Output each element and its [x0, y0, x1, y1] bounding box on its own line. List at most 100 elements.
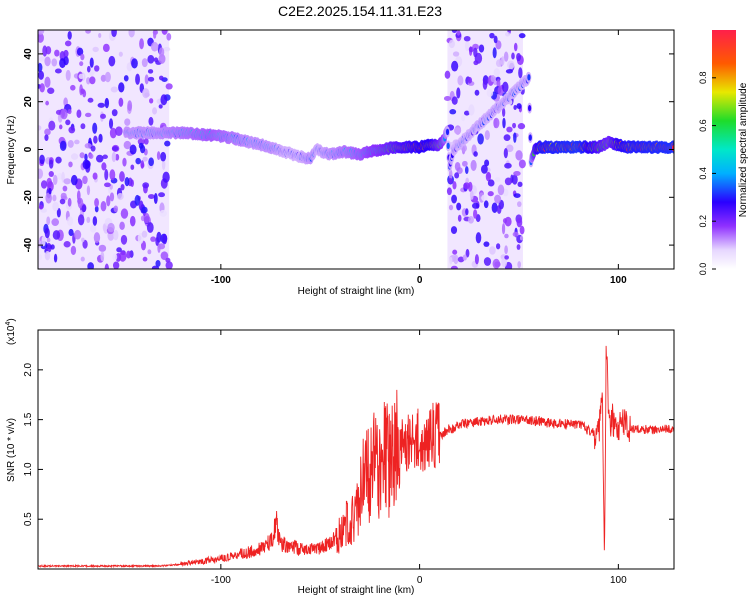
noise-blob: [66, 216, 74, 226]
noise-blob: [463, 182, 471, 190]
noise-blob: [516, 103, 522, 109]
noise-blob: [111, 151, 117, 163]
noise-blob: [449, 256, 453, 265]
noise-blob: [139, 144, 146, 154]
noise-blob: [502, 107, 506, 118]
noise-blob: [89, 71, 94, 77]
noise-blob: [148, 157, 154, 167]
noise-blob: [449, 109, 457, 115]
noise-blob: [453, 254, 459, 265]
colorbar-tick-label: 0.0: [698, 263, 708, 276]
snr-multiplier-close: ): [6, 318, 17, 321]
noise-blob: [55, 156, 62, 164]
colorbar-ticks: 0.0 0.2 0.4 0.6 0.8: [698, 72, 716, 276]
noise-blob: [102, 154, 108, 159]
noise-blob: [93, 232, 101, 244]
noise-blob: [516, 52, 522, 62]
noise-blob: [67, 140, 74, 148]
snr-line: [38, 345, 674, 569]
noise-blob: [502, 81, 509, 93]
noise-blob: [123, 140, 132, 150]
noise-blob: [159, 75, 164, 81]
noise-blob: [68, 161, 73, 168]
noise-blob: [165, 261, 173, 269]
noise-blob: [487, 191, 494, 197]
noise-blob: [149, 98, 154, 104]
noise-blob: [493, 118, 497, 129]
noise-blob: [450, 226, 458, 234]
noise-blob: [100, 113, 106, 119]
noise-blob: [512, 122, 517, 129]
noise-blob: [147, 76, 155, 82]
snr-y-label: SNR (10 * v/v): [6, 418, 17, 482]
noise-blob: [109, 192, 115, 202]
noise-blob: [516, 244, 521, 250]
noise-blob: [39, 154, 45, 165]
noise-blob: [512, 231, 519, 237]
colorbar-tick-label: 0.2: [698, 215, 708, 228]
noise-blob: [118, 51, 123, 57]
noise-blob: [104, 263, 109, 269]
noise-blob: [517, 181, 523, 188]
noise-blob: [465, 248, 470, 258]
noise-blob: [142, 156, 148, 162]
noise-blob: [452, 249, 458, 255]
noise-blob: [147, 249, 152, 255]
noise-blob: [123, 75, 129, 82]
noise-blob: [92, 216, 98, 226]
noise-blob: [504, 255, 509, 260]
noise-blob: [89, 76, 96, 85]
x-tick-label: 0: [417, 275, 423, 286]
noise-blob: [519, 225, 525, 235]
noise-blob: [503, 51, 509, 62]
noise-blob: [44, 76, 51, 88]
noise-blob: [85, 112, 92, 118]
noise-blob: [513, 105, 517, 110]
noise-blob: [63, 241, 71, 248]
noise-blob: [473, 151, 478, 157]
noise-blob: [453, 127, 462, 135]
noise-blob: [59, 198, 66, 205]
noise-blob: [462, 254, 467, 261]
noise-blob: [44, 56, 51, 67]
noise-blob: [104, 169, 109, 181]
noise-blob: [54, 68, 62, 74]
noise-blob: [457, 256, 465, 263]
noise-blob: [94, 65, 100, 72]
noise-blob: [464, 166, 469, 174]
noise-blob: [104, 182, 111, 188]
spectrogram-panel: -100 0 100 -40 -20 0 20 40 Height of straight …: [6, 29, 675, 297]
noise-blob: [38, 32, 44, 43]
noise-blob: [40, 208, 47, 213]
noise-blob: [92, 172, 98, 180]
noise-blob: [464, 110, 470, 116]
noise-blob: [116, 247, 122, 253]
noise-blob: [87, 97, 94, 103]
noise-blob: [124, 177, 130, 187]
noise-blob: [457, 75, 464, 86]
noise-blob: [92, 46, 99, 53]
noise-blob: [489, 32, 495, 39]
noise-blob: [59, 58, 66, 69]
x-tick-label: 100: [610, 275, 627, 286]
noise-blob: [38, 56, 46, 62]
noise-blob: [38, 168, 44, 179]
x-tick-label: 0: [417, 575, 423, 586]
noise-blob: [501, 223, 506, 235]
noise-blob: [38, 30, 45, 35]
noise-blob: [493, 68, 500, 77]
noise-blob: [507, 60, 515, 70]
noise-blob: [108, 55, 116, 67]
noise-blob: [112, 261, 120, 269]
snr-x-axis: -100 0 100: [211, 330, 627, 586]
ridge-point: [528, 104, 532, 112]
noise-blob: [518, 33, 526, 39]
snr-panel: -100 0 100 0.5 1.0 1.5 2.0 Height of straight…: [5, 318, 675, 596]
noise-blob: [465, 208, 469, 216]
noise-blob: [162, 171, 170, 183]
noise-blob: [48, 120, 56, 131]
noise-blob: [163, 46, 171, 52]
noise-blob: [491, 202, 498, 213]
noise-blob: [153, 192, 158, 204]
noise-blob: [518, 67, 523, 79]
